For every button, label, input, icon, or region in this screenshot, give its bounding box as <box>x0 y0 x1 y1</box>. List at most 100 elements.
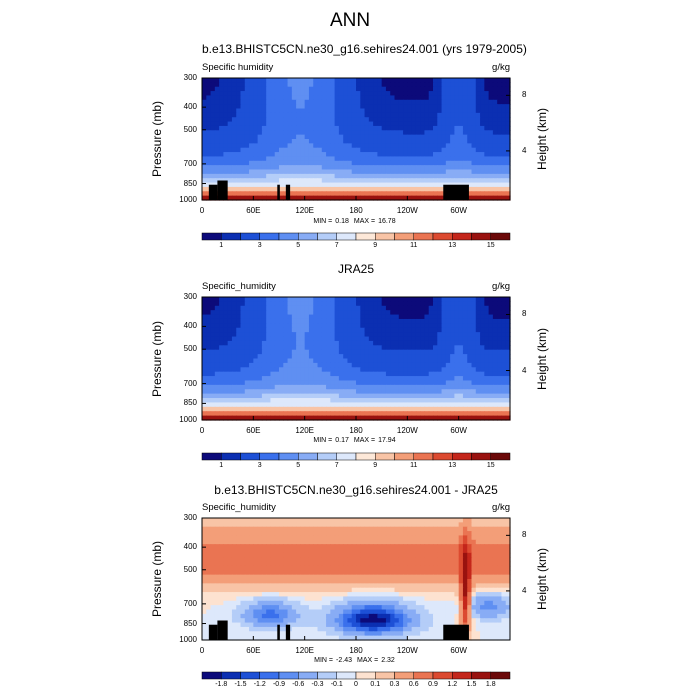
field-cell <box>330 99 336 105</box>
field-cell <box>475 117 481 123</box>
field-cell <box>253 402 259 408</box>
field-cell <box>398 195 404 201</box>
field-cell <box>385 82 391 88</box>
field-cell <box>249 323 254 329</box>
field-cell <box>210 336 216 342</box>
field-cell <box>317 327 323 333</box>
field-cell <box>441 134 447 140</box>
field-cell <box>450 147 455 153</box>
field-cell <box>497 305 503 311</box>
field-cell <box>343 362 349 368</box>
field-cell <box>206 121 212 127</box>
field-cell <box>206 143 212 149</box>
field-cell <box>202 345 207 351</box>
field-cell <box>202 117 207 123</box>
field-cell <box>356 310 361 316</box>
field-cell <box>381 297 387 302</box>
field-cell <box>291 173 297 179</box>
field-cell <box>462 362 468 368</box>
field-cell <box>501 548 507 554</box>
field-cell <box>445 548 451 554</box>
field-cell <box>403 367 408 373</box>
field-cell <box>475 104 481 110</box>
field-cell <box>343 354 349 360</box>
field-cell <box>291 314 297 320</box>
field-cell <box>424 143 430 149</box>
field-cell <box>407 186 413 192</box>
field-cell <box>360 415 366 421</box>
field-cell <box>223 531 229 537</box>
field-cell <box>505 340 511 346</box>
field-cell <box>210 125 216 131</box>
field-cell <box>253 82 259 88</box>
field-cell <box>497 178 503 184</box>
field-cell <box>249 186 254 192</box>
field-cell <box>377 402 383 408</box>
field-cell <box>231 152 237 158</box>
field-cell <box>441 362 447 368</box>
field-cell <box>437 544 443 550</box>
field-cell <box>462 78 468 83</box>
field-cell <box>480 544 485 550</box>
field-cell <box>236 147 242 153</box>
field-cell <box>407 117 413 123</box>
field-cell <box>291 358 297 364</box>
field-cell <box>261 345 267 351</box>
field-cell <box>428 139 434 144</box>
field-cell <box>351 376 357 382</box>
field-cell <box>206 539 212 545</box>
field-cell <box>471 349 477 355</box>
field-cell <box>381 191 387 197</box>
field-cell <box>433 561 438 567</box>
field-cell <box>249 173 254 179</box>
field-cell <box>428 371 434 377</box>
field-cell <box>266 152 272 158</box>
field-cell <box>454 323 460 329</box>
field-cell <box>450 539 455 545</box>
field-cell <box>236 526 242 532</box>
field-cell <box>236 104 242 110</box>
field-cell <box>202 139 207 144</box>
field-cell <box>351 160 357 166</box>
field-cell <box>317 318 323 324</box>
field-cell <box>240 78 246 83</box>
field-cell <box>381 384 387 390</box>
field-cell <box>403 121 408 127</box>
field-cell <box>266 552 272 558</box>
field-cell <box>287 143 293 149</box>
field-cell <box>240 178 246 184</box>
field-cell <box>240 134 246 140</box>
field-cell <box>377 143 383 149</box>
field-cell <box>219 526 224 532</box>
field-cell <box>240 362 246 368</box>
field-cell <box>411 565 417 571</box>
field-cell <box>287 552 293 558</box>
field-cell <box>244 406 250 412</box>
field-cell <box>411 354 417 360</box>
field-cell <box>385 169 391 175</box>
field-cell <box>202 340 207 346</box>
field-cell <box>360 384 366 390</box>
field-cell <box>475 82 481 88</box>
field-cell <box>403 95 408 101</box>
field-cell <box>351 125 357 131</box>
field-cell <box>385 143 391 149</box>
field-cell <box>364 557 370 563</box>
field-cell <box>373 535 378 541</box>
field-cell <box>244 305 250 311</box>
field-cell <box>266 349 272 355</box>
field-cell <box>330 78 336 83</box>
field-cell <box>480 152 485 158</box>
field-cell <box>480 535 485 541</box>
field-cell <box>321 535 327 541</box>
field-cell <box>471 376 477 382</box>
field-cell <box>326 297 331 302</box>
field-cell <box>291 535 297 541</box>
field-cell <box>343 561 349 567</box>
field-cell <box>240 411 246 417</box>
field-cell <box>475 522 481 528</box>
field-cell <box>338 147 344 153</box>
field-cell <box>244 117 250 123</box>
field-cell <box>398 130 404 136</box>
field-cell <box>304 522 310 528</box>
